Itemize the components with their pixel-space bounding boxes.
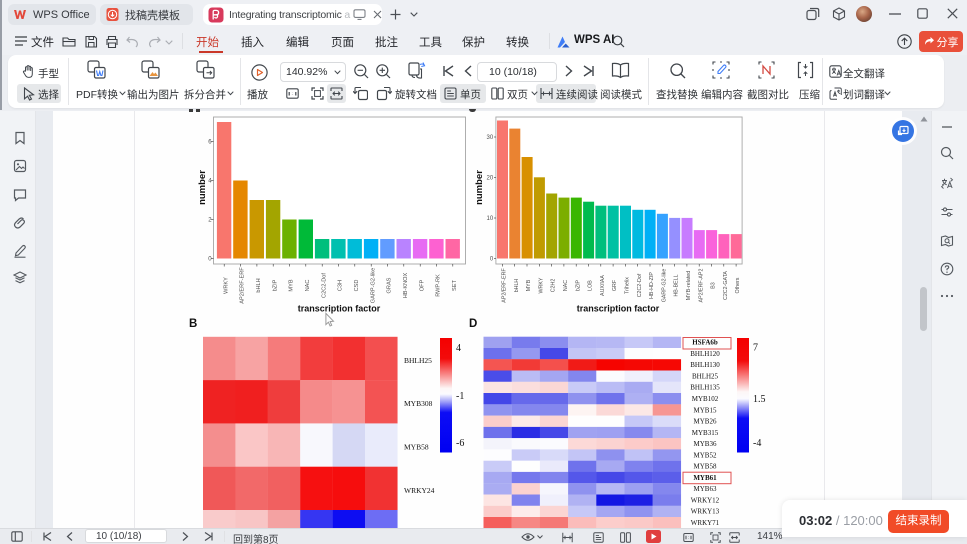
svg-text:7: 7 [753,343,758,354]
svg-text:Others: Others [735,277,741,293]
svg-text:GRF: GRF [612,279,618,291]
svg-text:10: 10 [487,216,494,222]
svg-text:GARP-G2-like: GARP-G2-like [661,269,667,303]
svg-text:RWP-RK: RWP-RK [436,274,442,297]
svg-text:D: D [469,318,477,330]
svg-text:WRKY: WRKY [538,277,544,293]
svg-text:AP2/ERF-AP2: AP2/ERF-AP2 [698,269,704,303]
svg-text:MYB63: MYB63 [694,485,717,493]
svg-text:WRKY71: WRKY71 [691,519,720,527]
svg-text:number: number [474,170,485,205]
svg-text:C2C2-Dof: C2C2-Dof [321,273,327,298]
svg-text:HB-KNOX: HB-KNOX [403,272,409,298]
svg-text:AP2/ERF-ERF: AP2/ERF-ERF [240,267,246,304]
svg-text:bZIP: bZIP [272,279,278,291]
svg-text:C2C2-GATA: C2C2-GATA [723,271,729,300]
svg-text:BHLH25: BHLH25 [692,372,719,380]
svg-text:AUX/IAA: AUX/IAA [600,275,606,296]
svg-text:C2C2-Dof: C2C2-Dof [637,273,643,297]
svg-text:0: 0 [208,257,212,263]
svg-text:CSD: CSD [354,280,360,292]
svg-text:WRKY: WRKY [223,277,229,294]
svg-text:Trihelix: Trihelix [625,277,631,294]
svg-text:transcription factor: transcription factor [577,304,660,314]
svg-text:MYB36: MYB36 [694,440,717,448]
svg-text:bZIP: bZIP [575,279,581,291]
svg-text:30: 30 [487,135,494,141]
svg-text:MYB58: MYB58 [694,463,717,471]
svg-text:MYB102: MYB102 [692,395,719,403]
svg-text:MYB-related: MYB-related [686,271,692,300]
svg-text:C2H2: C2H2 [551,279,557,293]
svg-text:MYB52: MYB52 [694,451,717,459]
svg-text:LOB: LOB [588,280,594,291]
svg-text:SET: SET [452,279,458,290]
svg-text:0: 0 [490,257,494,263]
svg-text:BHLH120: BHLH120 [690,350,720,358]
svg-text:HB-HD-ZIP: HB-HD-ZIP [649,272,655,299]
svg-text:BHLH135: BHLH135 [690,384,720,392]
svg-text:MYB61: MYB61 [693,474,717,482]
svg-text:MYB58: MYB58 [404,443,429,452]
svg-text:transcription factor: transcription factor [298,304,381,314]
svg-text:GRAS: GRAS [387,277,393,293]
svg-text:WRKY12: WRKY12 [691,496,720,504]
svg-text:BHLH25: BHLH25 [404,356,432,365]
svg-text:MYB: MYB [289,279,295,291]
svg-text:HSFA6b: HSFA6b [692,339,718,347]
svg-text:-6: -6 [456,438,464,449]
svg-text:MYB: MYB [526,279,532,291]
svg-text:MYB15: MYB15 [694,406,717,414]
svg-text:WRKY24: WRKY24 [404,486,435,495]
svg-text:bHLH: bHLH [256,278,262,292]
svg-text:B3: B3 [711,282,717,289]
svg-text:GARP-G2-like: GARP-G2-like [370,268,376,303]
svg-text:MYB26: MYB26 [694,418,717,426]
svg-text:HB-BELL: HB-BELL [674,274,680,296]
svg-text:B: B [189,318,197,330]
svg-text:MYB315: MYB315 [692,429,719,437]
svg-text:-4: -4 [753,438,761,449]
svg-text:MYB308: MYB308 [404,399,433,408]
svg-text:BHLH130: BHLH130 [690,361,720,369]
svg-text:bHLH: bHLH [514,279,520,293]
svg-text:1.5: 1.5 [753,394,766,405]
svg-text:NAC: NAC [563,280,569,291]
svg-text:number: number [197,170,208,205]
svg-text:20: 20 [487,176,494,182]
svg-text:-1: -1 [456,391,464,402]
svg-text:WRKY13: WRKY13 [691,508,720,516]
svg-text:6: 6 [208,140,212,146]
svg-text:4: 4 [456,343,461,354]
svg-text:NAC: NAC [305,280,311,292]
svg-text:2: 2 [208,218,212,224]
svg-text:4: 4 [208,179,212,185]
svg-text:C3H: C3H [338,280,344,291]
svg-text:OFP: OFP [419,279,425,291]
svg-text:AP2/ERF-ERF: AP2/ERF-ERF [502,268,508,303]
